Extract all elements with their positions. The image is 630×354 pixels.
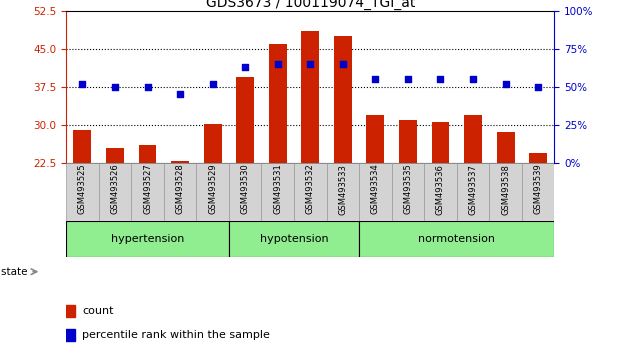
Bar [74,130,91,163]
Bar [399,120,417,163]
Text: GSM493528: GSM493528 [176,164,185,215]
Bar [326,163,359,221]
Text: GSM493536: GSM493536 [436,164,445,215]
Bar [203,124,222,163]
Bar [236,76,254,163]
Text: count: count [83,306,114,316]
Text: GSM493527: GSM493527 [143,164,152,215]
Bar [66,163,99,221]
Point [435,76,445,82]
Bar [131,163,164,221]
Bar [229,163,261,221]
Bar [261,163,294,221]
Bar [359,163,392,221]
Text: hypertension: hypertension [111,234,184,244]
Text: GSM493525: GSM493525 [78,164,87,215]
Text: normotension: normotension [418,234,495,244]
Text: GSM493539: GSM493539 [534,164,542,215]
Point [500,81,510,86]
Text: GSM493534: GSM493534 [371,164,380,215]
Bar [66,221,229,257]
Bar [529,153,547,163]
Bar [229,221,359,257]
Bar [424,163,457,221]
Text: GSM493526: GSM493526 [110,164,120,215]
Point [142,84,152,90]
Text: GSM493530: GSM493530 [241,164,249,215]
Bar [164,163,197,221]
Point [77,81,88,86]
Point [207,81,218,86]
Point [338,61,348,67]
Point [240,64,250,70]
Text: GSM493532: GSM493532 [306,164,315,215]
Text: percentile rank within the sample: percentile rank within the sample [83,330,270,341]
Bar [171,161,189,163]
Bar [490,163,522,221]
Text: GSM493538: GSM493538 [501,164,510,215]
Point [468,76,478,82]
Text: GSM493531: GSM493531 [273,164,282,215]
Bar [197,163,229,221]
Bar [457,163,490,221]
Text: disease state: disease state [0,267,28,277]
Bar [359,221,554,257]
Bar [106,148,124,163]
Bar [269,44,287,163]
Bar [522,163,554,221]
Bar [432,122,449,163]
Point [110,84,120,90]
Bar [367,115,384,163]
Bar [464,115,482,163]
Bar [99,163,131,221]
Title: GDS3673 / 100119074_TGI_at: GDS3673 / 100119074_TGI_at [205,0,415,10]
Text: GSM493535: GSM493535 [403,164,413,215]
Point [305,61,315,67]
Point [370,76,381,82]
Text: GSM493529: GSM493529 [208,164,217,215]
Bar [496,132,515,163]
Bar [294,163,326,221]
Bar [139,145,156,163]
Point [175,92,185,97]
Point [533,84,543,90]
Text: GSM493533: GSM493533 [338,164,347,215]
Bar [392,163,424,221]
Text: hypotension: hypotension [260,234,328,244]
Text: GSM493537: GSM493537 [469,164,478,215]
Point [403,76,413,82]
Bar [301,31,319,163]
Point [273,61,283,67]
Bar [334,36,352,163]
